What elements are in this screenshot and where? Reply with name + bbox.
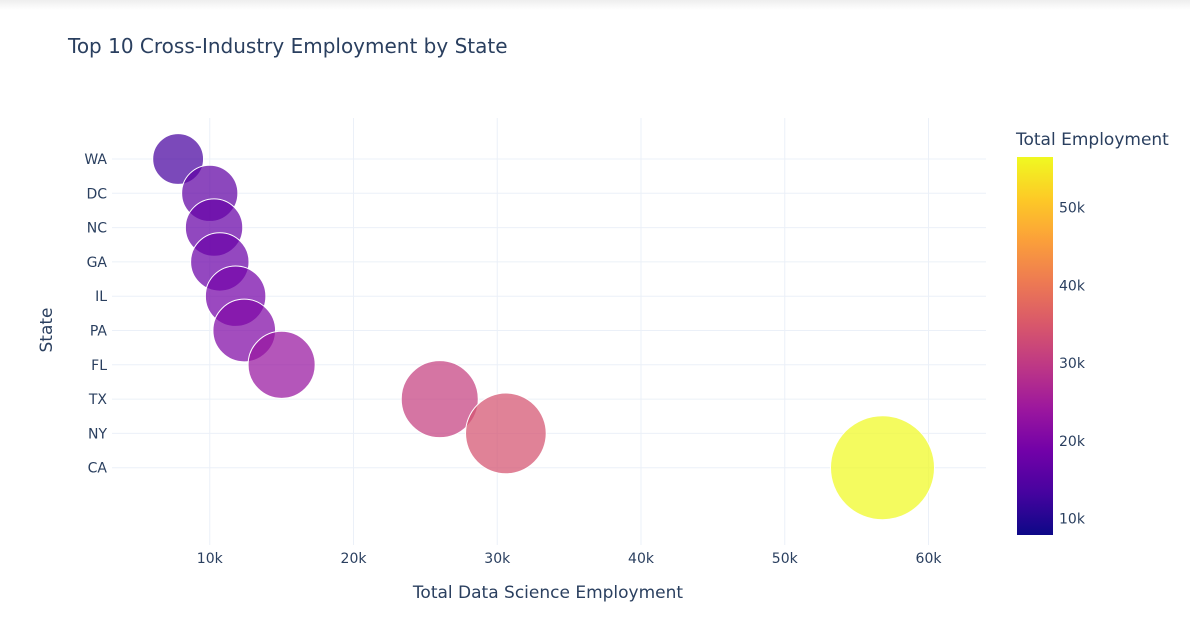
y-tick-label: NC: [87, 221, 107, 237]
y-tick-label: WA: [84, 152, 107, 168]
y-tick-label: TX: [88, 392, 108, 408]
chart-title: Top 10 Cross-Industry Employment by Stat…: [67, 34, 508, 58]
y-tick-label: NY: [88, 426, 107, 442]
y-tick-label: IL: [95, 289, 107, 305]
bubble-ca[interactable]: [830, 415, 935, 521]
x-tick-label: 10k: [197, 551, 224, 567]
colorbar-tick-label: 40k: [1059, 278, 1086, 294]
colorbar: [1017, 157, 1053, 535]
y-tick-label: PA: [90, 324, 108, 340]
y-tick-label: DC: [86, 186, 107, 202]
bubble-tx[interactable]: [400, 360, 479, 439]
y-axis-title: State: [37, 308, 57, 353]
data-points: [152, 133, 935, 521]
x-tick-label: 30k: [484, 551, 511, 567]
y-tick-label: FL: [91, 358, 107, 374]
x-axis-ticks: 10k 20k 30k 40k 50k 60k: [197, 551, 943, 567]
x-tick-label: 20k: [341, 551, 368, 567]
y-axis-ticks: WA DC NC GA IL PA FL TX NY CA: [84, 152, 107, 477]
x-axis-title: Total Data Science Employment: [412, 583, 683, 603]
colorbar-tick-label: 10k: [1059, 512, 1086, 528]
x-tick-label: 50k: [772, 551, 799, 567]
y-tick-label: CA: [88, 461, 108, 477]
top-shadow-bar: [0, 0, 1190, 10]
colorbar-tick-label: 50k: [1059, 201, 1086, 217]
x-tick-label: 40k: [628, 551, 655, 567]
y-tick-label: GA: [87, 255, 108, 271]
colorbar-tick-label: 30k: [1059, 356, 1086, 372]
colorbar-tick-label: 20k: [1059, 434, 1086, 450]
colorbar-ticks: 10k 20k 30k 40k 50k: [1059, 201, 1086, 528]
colorbar-title: Total Employment: [1015, 130, 1169, 150]
bubble-fl[interactable]: [247, 330, 316, 399]
bubble-ny[interactable]: [465, 392, 547, 475]
bubble-wa[interactable]: [152, 133, 205, 185]
x-tick-label: 60k: [916, 551, 943, 567]
